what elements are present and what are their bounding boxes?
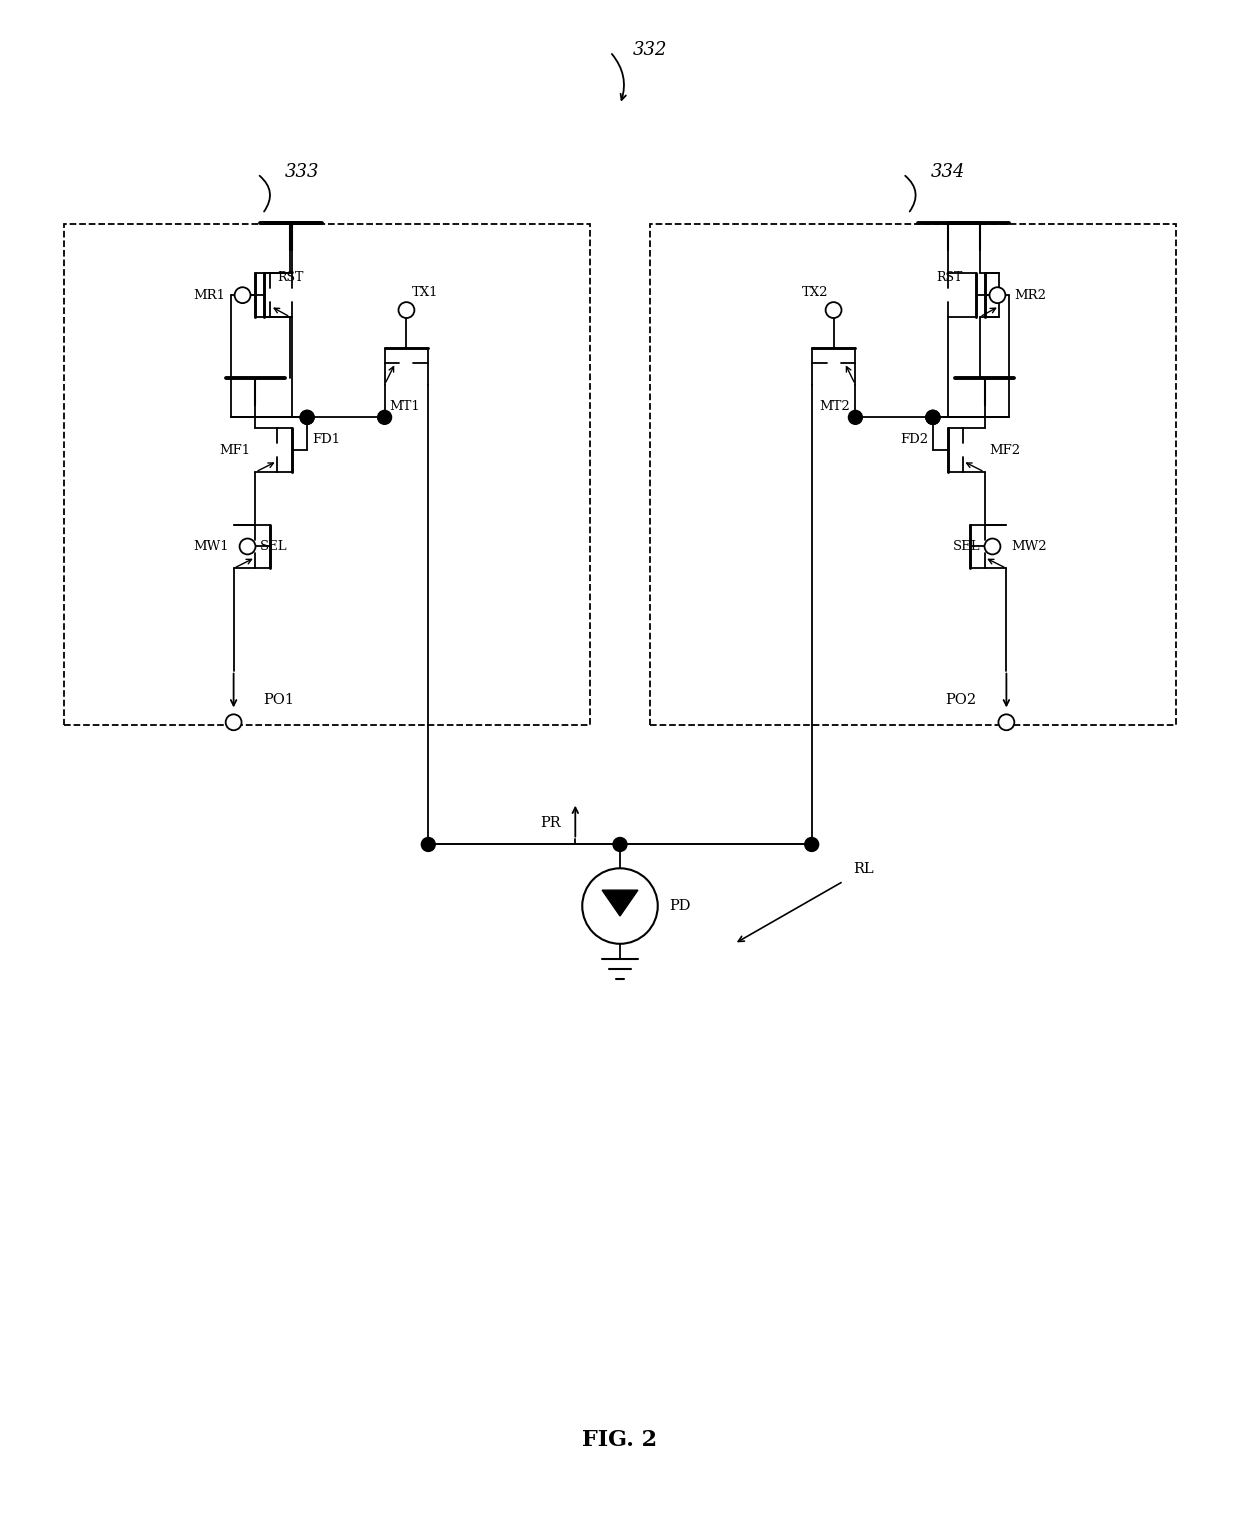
Text: MT2: MT2 <box>820 399 851 413</box>
Text: PO2: PO2 <box>945 693 977 707</box>
Text: 334: 334 <box>930 164 965 181</box>
Circle shape <box>926 410 940 424</box>
Circle shape <box>848 410 862 424</box>
Text: MT1: MT1 <box>389 399 420 413</box>
Circle shape <box>378 410 392 424</box>
Text: RL: RL <box>853 863 874 877</box>
Text: MW2: MW2 <box>1012 540 1047 552</box>
Text: 333: 333 <box>285 164 320 181</box>
Text: PD: PD <box>670 900 691 913</box>
Circle shape <box>422 837 435 851</box>
Text: 332: 332 <box>632 41 667 58</box>
Text: MR1: MR1 <box>193 289 226 301</box>
Text: SEL: SEL <box>259 540 288 552</box>
Circle shape <box>998 715 1014 730</box>
Circle shape <box>239 539 255 554</box>
Circle shape <box>300 410 314 424</box>
Circle shape <box>926 410 940 424</box>
Circle shape <box>926 410 940 424</box>
Text: RST: RST <box>278 271 304 283</box>
Text: MF2: MF2 <box>990 444 1021 456</box>
Circle shape <box>805 837 818 851</box>
Text: MR2: MR2 <box>1014 289 1047 301</box>
Circle shape <box>583 869 657 944</box>
Text: PO1: PO1 <box>263 693 294 707</box>
Text: TX1: TX1 <box>412 286 438 298</box>
Bar <box>63 223 590 725</box>
Circle shape <box>985 539 1001 554</box>
Circle shape <box>613 837 627 851</box>
Text: FIG. 2: FIG. 2 <box>583 1429 657 1452</box>
Circle shape <box>990 288 1006 303</box>
Text: MF1: MF1 <box>219 444 250 456</box>
Circle shape <box>300 410 314 424</box>
Polygon shape <box>603 890 637 916</box>
Circle shape <box>234 288 250 303</box>
Text: FD2: FD2 <box>900 433 928 445</box>
Text: MW1: MW1 <box>193 540 228 552</box>
Text: SEL: SEL <box>952 540 981 552</box>
Text: RST: RST <box>936 271 962 283</box>
Circle shape <box>826 301 842 318</box>
Bar <box>650 223 1177 725</box>
Circle shape <box>398 301 414 318</box>
Text: PR: PR <box>539 815 560 829</box>
Circle shape <box>226 715 242 730</box>
Text: TX2: TX2 <box>802 286 828 298</box>
Text: FD1: FD1 <box>312 433 340 445</box>
